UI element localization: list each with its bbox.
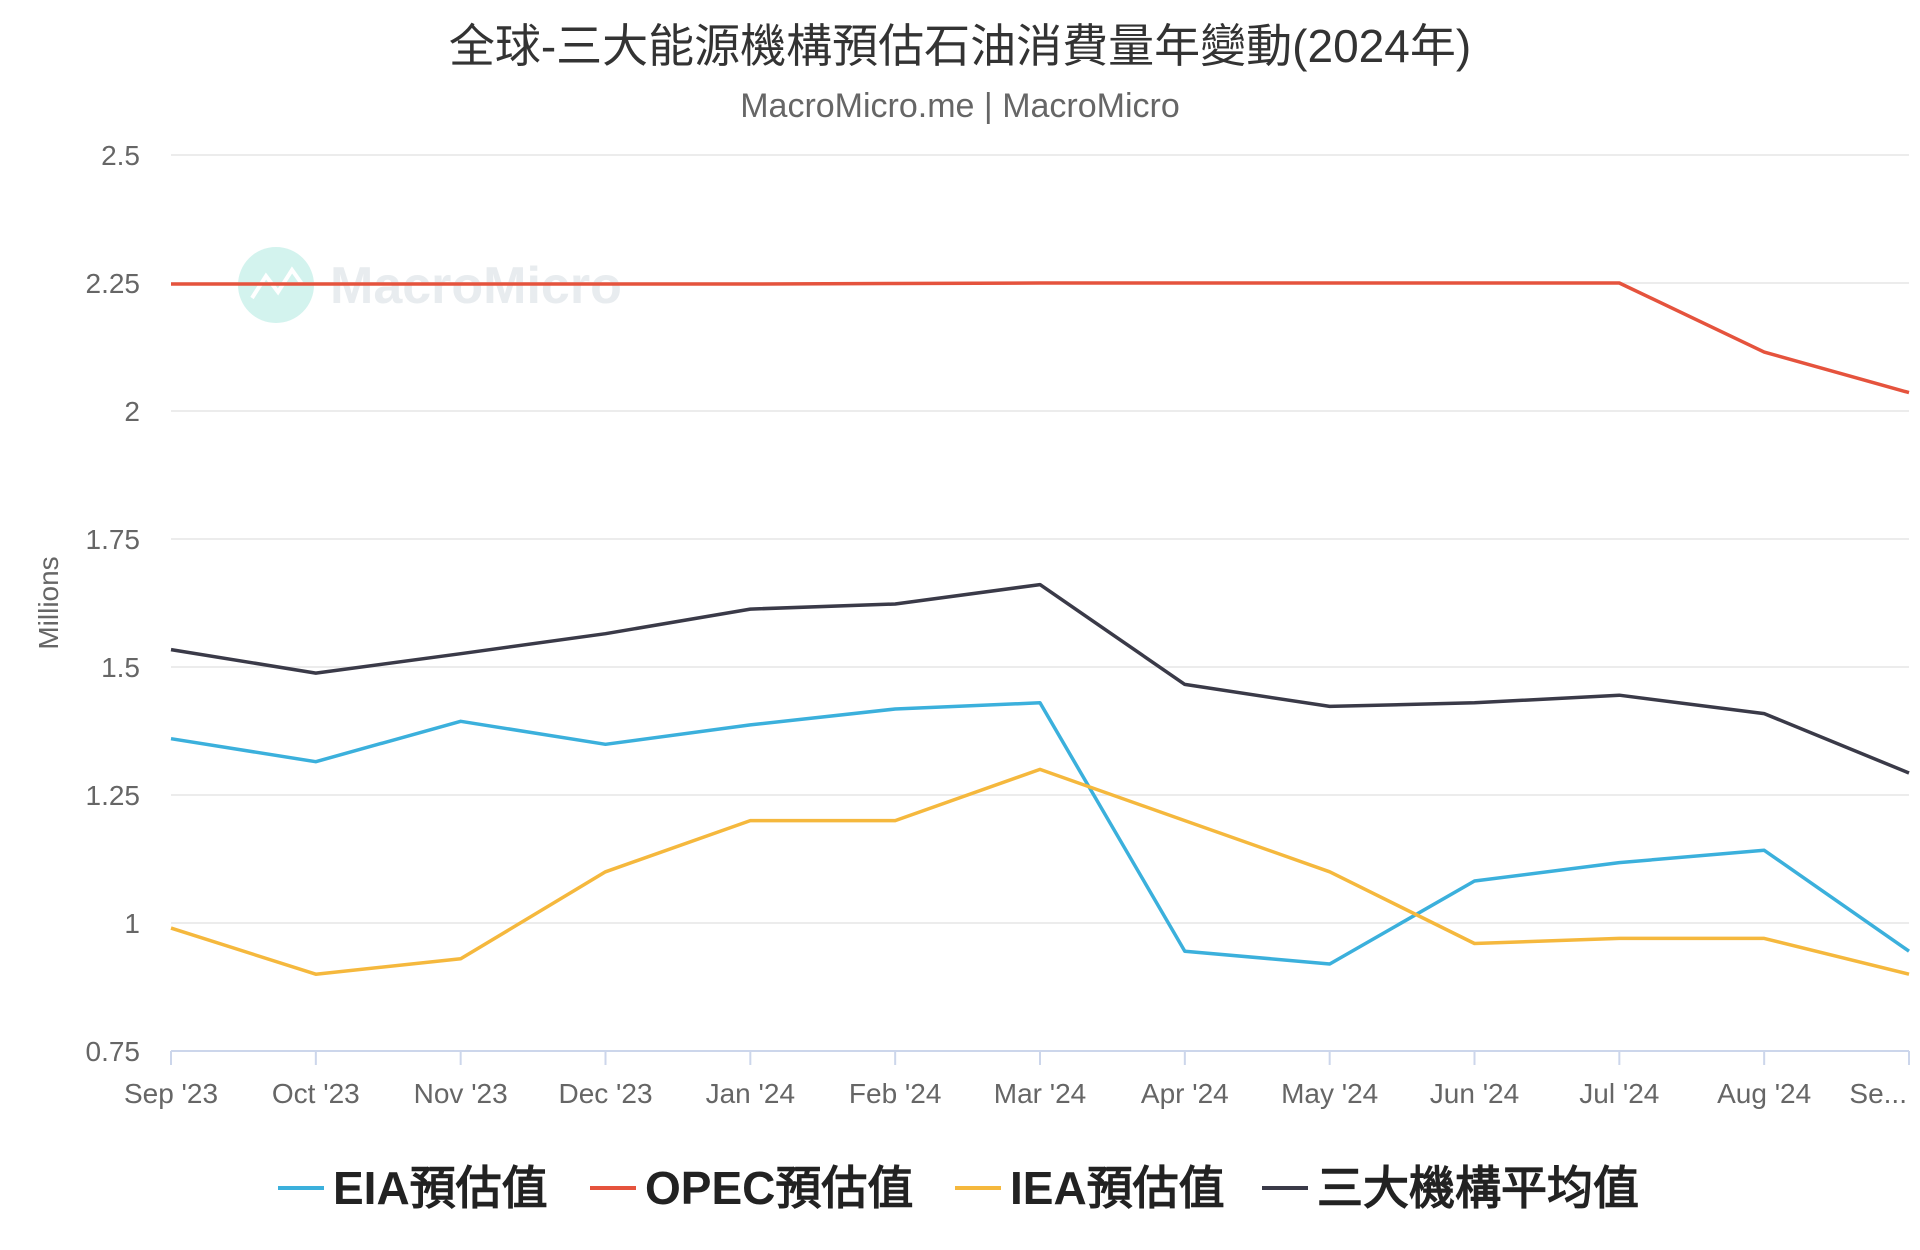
x-tick-label: Dec '23 [558,1078,652,1109]
chart-subtitle: MacroMicro.me | MacroMicro [740,87,1180,125]
y-tick-label: 2.5 [101,140,140,171]
watermark-logo: MacroMicro [238,247,622,323]
x-tick-label: Feb '24 [849,1078,942,1109]
y-axis-label: Millions [33,556,64,649]
x-tick-label: Se... [1849,1078,1907,1109]
legend-label: OPEC預估值 [645,1162,913,1214]
legend-label: 三大機構平均值 [1317,1162,1639,1214]
x-tick-label: Jan '24 [706,1078,795,1109]
legend-item: EIA預估值 [278,1162,548,1214]
x-tick-label: Nov '23 [414,1078,508,1109]
legend-item: OPEC預估值 [590,1162,913,1214]
y-tick-label: 2.25 [86,268,141,299]
x-tick-label: Mar '24 [994,1078,1087,1109]
series-line [170,701,1911,966]
y-tick-label: 0.75 [86,1036,141,1067]
series-line [171,281,1910,395]
y-tick-label: 1.75 [86,524,141,555]
series-line [170,582,1910,775]
y-tick-label: 1.5 [101,652,140,683]
legend-label: IEA預估值 [1010,1162,1225,1214]
x-tick-label: May '24 [1281,1078,1378,1109]
chart-title: 全球-三大能源機構預估石油消費量年變動(2024年) [449,20,1471,72]
y-tick-label: 1 [124,908,140,939]
y-tick-label: 2 [124,396,140,427]
x-tick-label: Oct '23 [272,1078,360,1109]
legend: EIA預估值 OPEC預估值 IEA預估值 三大機構平均值 [278,1162,1639,1214]
legend-label: EIA預估值 [333,1162,548,1214]
x-tick-label: Apr '24 [1141,1078,1229,1109]
legend-item: 三大機構平均值 [1262,1162,1639,1214]
legend-item: IEA預估值 [955,1162,1225,1214]
series-line [170,767,1910,976]
x-tick-label: Jul '24 [1579,1078,1659,1109]
x-tick-label: Aug '24 [1717,1078,1811,1109]
x-tick-label: Sep '23 [124,1078,218,1109]
watermark-text: MacroMicro [330,257,622,315]
y-tick-label: 1.25 [86,780,141,811]
x-tick-label: Jun '24 [1430,1078,1519,1109]
